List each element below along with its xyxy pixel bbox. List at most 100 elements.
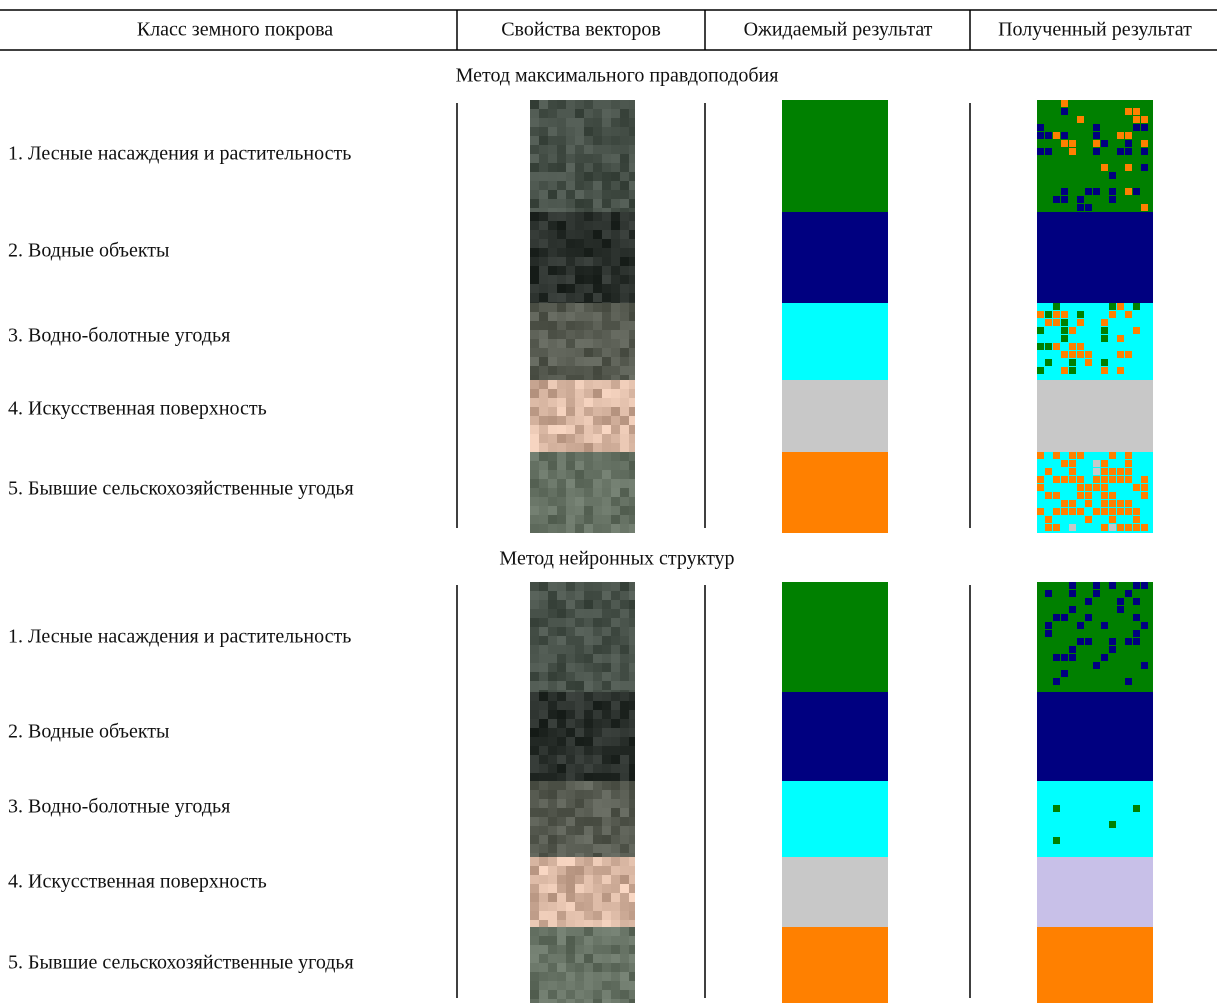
satellite-pixel <box>530 339 539 348</box>
satellite-pixel <box>557 303 566 312</box>
satellite-pixel <box>566 208 575 212</box>
result-pixel <box>1069 359 1076 366</box>
result-pixel <box>1141 164 1148 171</box>
satellite-pixel <box>611 239 620 248</box>
result-pixel <box>1141 124 1148 131</box>
satellite-pixel <box>575 645 584 654</box>
result-pixel <box>1069 148 1076 155</box>
satellite-pixel <box>530 817 539 826</box>
satellite-pixel <box>575 190 584 199</box>
result-block <box>1037 857 1153 927</box>
result-pixel <box>1101 359 1108 366</box>
satellite-pixel <box>629 239 635 248</box>
satellite-pixel <box>602 857 611 866</box>
satellite-pixel <box>566 524 575 533</box>
satellite-pixel <box>548 321 557 330</box>
satellite-pixel <box>620 330 629 339</box>
result-pixel <box>1053 303 1060 310</box>
result-pixel <box>1077 484 1084 491</box>
satellite-pixel <box>530 663 539 672</box>
satellite-pixel <box>602 398 611 407</box>
satellite-pixel <box>530 524 539 533</box>
satellite-pixel <box>575 293 584 302</box>
satellite-pixel <box>530 515 539 524</box>
satellite-pixel <box>584 208 593 212</box>
satellite-pixel <box>584 911 593 920</box>
satellite-pixel <box>629 515 635 524</box>
satellite-pixel <box>593 981 602 990</box>
result-pixel <box>1125 188 1132 195</box>
satellite-pixel <box>629 627 635 636</box>
satellite-pixel <box>539 844 548 853</box>
expected-block <box>782 380 888 452</box>
result-pixel <box>1045 343 1052 350</box>
satellite-pixel <box>629 764 635 773</box>
result-pixel <box>1053 196 1060 203</box>
column-header: Полученный результат <box>998 19 1192 41</box>
satellite-pixel <box>575 681 584 690</box>
result-pixel <box>1101 319 1108 326</box>
result-pixel <box>1109 582 1116 589</box>
satellite-pixel <box>593 799 602 808</box>
satellite-pixel <box>530 945 539 954</box>
satellite-pixel <box>611 764 620 773</box>
satellite-pixel <box>611 479 620 488</box>
satellite-pixel <box>575 990 584 999</box>
satellite-pixel <box>557 416 566 425</box>
satellite-pixel <box>566 230 575 239</box>
result-pixel <box>1101 500 1108 507</box>
result-pixel <box>1117 132 1124 139</box>
satellite-pixel <box>539 434 548 443</box>
satellite-pixel <box>593 275 602 284</box>
satellite-pixel <box>566 773 575 781</box>
satellite-pixel <box>530 636 539 645</box>
satellite-pixel <box>575 434 584 443</box>
satellite-pixel <box>629 266 635 275</box>
satellite-pixel <box>593 728 602 737</box>
result-pixel <box>1133 508 1140 515</box>
result-pixel <box>1077 452 1084 459</box>
satellite-pixel <box>593 582 602 591</box>
satellite-pixel <box>530 366 539 375</box>
satellite-pixel <box>548 366 557 375</box>
result-pixel <box>1109 508 1116 515</box>
satellite-pixel <box>620 470 629 479</box>
satellite-pixel <box>530 911 539 920</box>
satellite-pixel <box>584 190 593 199</box>
satellite-pixel <box>584 799 593 808</box>
satellite-pixel <box>593 663 602 672</box>
satellite-pixel <box>566 515 575 524</box>
satellite-pixel <box>539 963 548 972</box>
satellite-pixel <box>584 443 593 452</box>
result-pixel <box>1069 468 1076 475</box>
satellite-pixel <box>530 618 539 627</box>
satellite-pixel <box>557 479 566 488</box>
satellite-pixel <box>593 109 602 118</box>
result-pixel <box>1045 590 1052 597</box>
satellite-pixel <box>530 303 539 312</box>
satellite-pixel <box>557 808 566 817</box>
satellite-pixel <box>539 284 548 293</box>
satellite-pixel <box>611 654 620 663</box>
satellite-pixel <box>557 737 566 746</box>
result-pixel <box>1053 614 1060 621</box>
row-label: 4. Искусственная поверхность <box>8 398 267 420</box>
result-pixel <box>1085 359 1092 366</box>
satellite-pixel <box>530 479 539 488</box>
satellite-pixel <box>539 645 548 654</box>
result-pixel <box>1133 638 1140 645</box>
satellite-pixel <box>548 488 557 497</box>
satellite-pixel <box>620 746 629 755</box>
satellite-pixel <box>602 461 611 470</box>
satellite-pixel <box>602 884 611 893</box>
satellite-pixel <box>539 357 548 366</box>
satellite-pixel <box>530 199 539 208</box>
satellite-pixel <box>575 380 584 389</box>
result-pixel <box>1077 343 1084 350</box>
satellite-pixel <box>593 884 602 893</box>
satellite-pixel <box>548 609 557 618</box>
satellite-pixel <box>602 911 611 920</box>
satellite-pixel <box>584 728 593 737</box>
satellite-pixel <box>611 312 620 321</box>
satellite-pixel <box>593 380 602 389</box>
